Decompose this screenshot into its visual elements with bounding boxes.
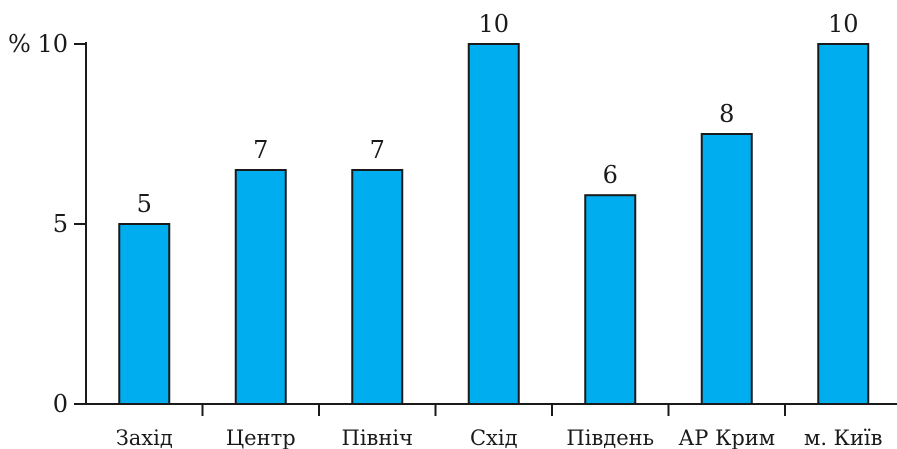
- data-labels: 5 7 7 10 6 8 10: [137, 10, 859, 218]
- y-axis-label: %: [8, 30, 31, 58]
- x-category-label: Південь: [566, 426, 654, 449]
- bar: [234, 169, 287, 405]
- y-tick-label: 10: [37, 30, 68, 58]
- bar-value-label: 8: [719, 100, 734, 128]
- x-category-label: м. Київ: [804, 426, 882, 449]
- x-category-label: Захід: [116, 426, 173, 449]
- x-category-label: Центр: [226, 426, 296, 449]
- bar-value-label: 5: [137, 190, 152, 218]
- bar-value-label: 10: [478, 10, 509, 38]
- bar-value-label: 7: [370, 136, 385, 164]
- bar-value-label: 7: [253, 136, 268, 164]
- y-tick-label: 0: [53, 390, 68, 418]
- bar-value-label: 10: [828, 10, 859, 38]
- x-category-label: АР Крим: [678, 426, 775, 449]
- bar: [584, 194, 637, 405]
- bar: [700, 133, 753, 405]
- bars-layer: [118, 43, 870, 405]
- bar: [118, 223, 171, 405]
- y-ticks: 0 5 10: [37, 30, 86, 418]
- x-ticks: Захід Центр Північ Схід Південь АР Крим м. Киї…: [116, 404, 882, 449]
- y-tick-label: 5: [53, 210, 68, 238]
- bar: [817, 43, 870, 405]
- bar: [351, 169, 404, 405]
- x-category-label: Схід: [470, 426, 518, 449]
- bar-value-label: 6: [603, 161, 618, 189]
- bar: [467, 43, 520, 405]
- x-category-label: Північ: [342, 426, 413, 449]
